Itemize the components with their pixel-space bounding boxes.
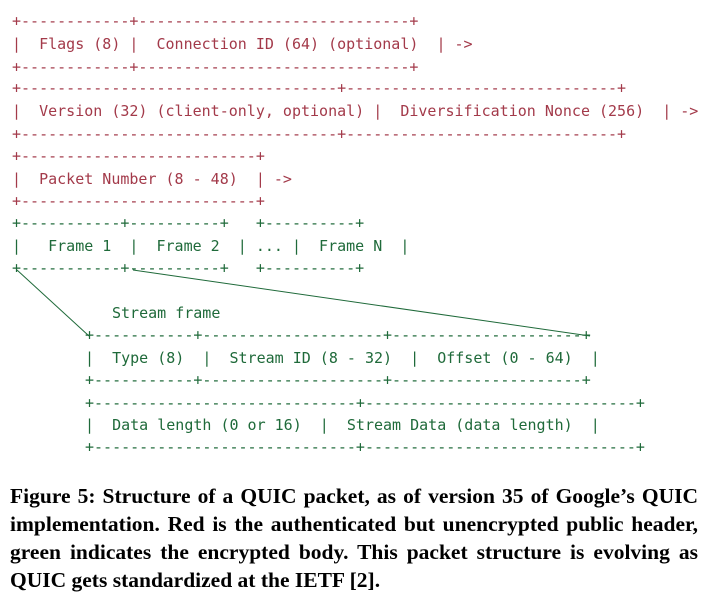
header-row1-fields: | Flags (8) | Connection ID (64) (option… (12, 35, 473, 53)
stream-frame-label: Stream frame (112, 304, 220, 322)
header-row2-top-border: +-----------------------------------+---… (12, 79, 626, 97)
header-row1-bottom-border: +------------+--------------------------… (12, 58, 418, 76)
frames-bottom-border: +-----------+----------+ +----------+ (12, 259, 364, 277)
frames-row: +-----------+----------+ +----------+ | … (12, 214, 409, 277)
expansion-line-left (16, 269, 90, 337)
header-row3-top-border: +--------------------------+ (12, 147, 265, 165)
stream-row2-top-border: +-----------------------------+---------… (85, 394, 645, 412)
quic-packet-diagram: +------------+--------------------------… (12, 12, 698, 456)
header-row2-bottom-border: +-----------------------------------+---… (12, 125, 626, 143)
stream-row1-top-border: +-----------+--------------------+------… (85, 326, 591, 344)
frames-fields: | Frame 1 | Frame 2 | ... | Frame N | (12, 237, 409, 255)
stream-row1-fields: | Type (8) | Stream ID (8 - 32) | Offset… (85, 349, 600, 367)
expansion-line-right (132, 269, 591, 337)
header-row3-bottom-border: +--------------------------+ (12, 192, 265, 210)
frames-top-border: +-----------+----------+ +----------+ (12, 214, 364, 232)
header-row2-fields: | Version (32) (client-only, optional) |… (12, 102, 698, 120)
header-row1-top-border: +------------+--------------------------… (12, 12, 418, 30)
public-header: +------------+--------------------------… (12, 12, 698, 210)
stream-row2-fields: | Data length (0 or 16) | Stream Data (d… (85, 416, 600, 434)
stream-row2-bottom-border: +-----------------------------+---------… (85, 438, 645, 456)
stream-row1-bottom-border: +-----------+--------------------+------… (85, 371, 591, 389)
stream-frame: Stream frame +-----------+--------------… (85, 304, 645, 456)
figure-caption: Figure 5: Structure of a QUIC packet, as… (10, 484, 698, 592)
header-row3-fields: | Packet Number (8 - 48) | -> (12, 170, 292, 188)
